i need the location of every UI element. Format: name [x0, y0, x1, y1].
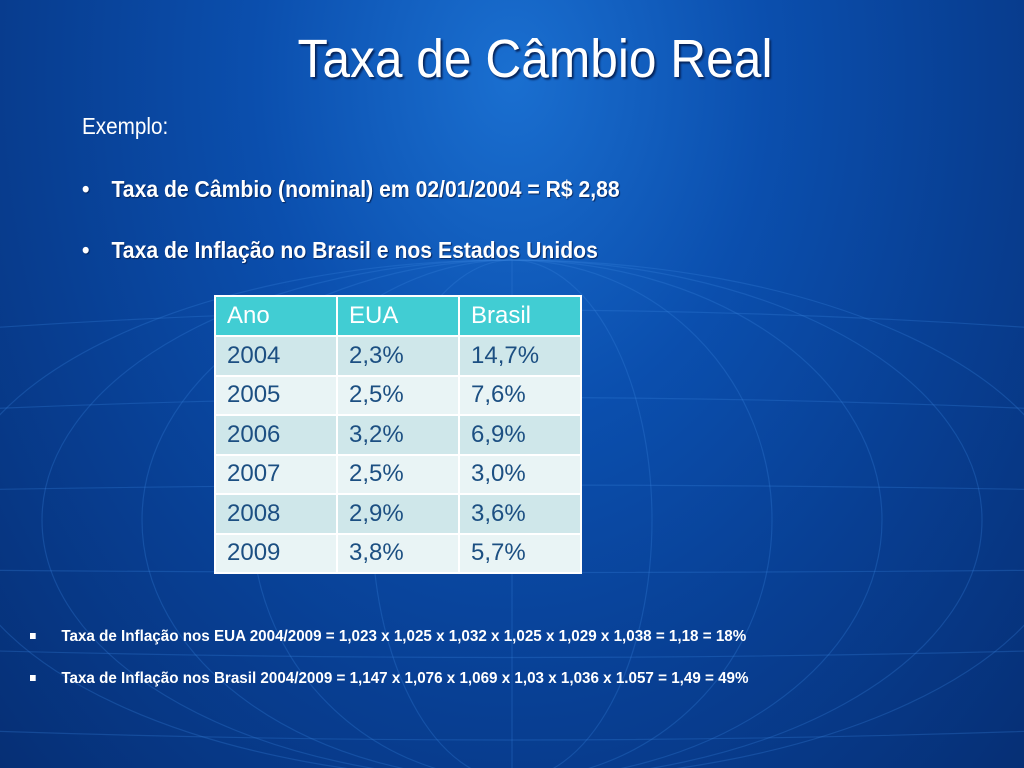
cell-eua: 2,5% [336, 453, 460, 495]
table-row: 2007 2,5% 3,0% [214, 453, 582, 495]
example-label: Exemplo: [82, 113, 169, 139]
bullet-text: Taxa de Inflação no Brasil e nos Estados… [111, 237, 598, 263]
note-text: Taxa de Inflação nos EUA 2004/2009 = 1,0… [61, 628, 747, 645]
table-row: 2009 3,8% 5,7% [214, 532, 582, 574]
cell-year: 2006 [214, 414, 338, 456]
cell-brasil: 3,0% [458, 453, 582, 495]
cell-eua: 3,2% [336, 414, 460, 456]
inflation-table: Ano EUA Brasil 2004 2,3% 14,7% 2005 2,5%… [214, 295, 582, 574]
bullet-text: Taxa de Câmbio (nominal) em 02/01/2004 =… [111, 176, 620, 202]
table-row: 2005 2,5% 7,6% [214, 374, 582, 416]
cell-brasil: 6,9% [458, 414, 582, 456]
slide-title: Taxa de Câmbio Real [297, 29, 773, 89]
cell-eua: 2,5% [336, 374, 460, 416]
cell-year: 2007 [214, 453, 338, 495]
table-row: 2004 2,3% 14,7% [214, 335, 582, 377]
cell-year: 2008 [214, 493, 338, 535]
cell-brasil: 7,6% [458, 374, 582, 416]
bullet-exchange-rate: • Taxa de Câmbio (nominal) em 02/01/2004 … [82, 176, 620, 203]
cell-year: 2005 [214, 374, 338, 416]
header-ano: Ano [214, 295, 338, 337]
table-row: 2006 3,2% 6,9% [214, 414, 582, 456]
bullet-dot-icon: • [82, 176, 90, 202]
cell-brasil: 5,7% [458, 532, 582, 574]
cell-eua: 2,9% [336, 493, 460, 535]
table-header-row: Ano EUA Brasil [214, 295, 582, 337]
square-bullet-icon [30, 674, 36, 681]
note-text: Taxa de Inflação nos Brasil 2004/2009 = … [61, 670, 749, 687]
note-inflation-brasil: Taxa de Inflação nos Brasil 2004/2009 = … [30, 670, 749, 688]
cell-brasil: 3,6% [458, 493, 582, 535]
cell-year: 2004 [214, 335, 338, 377]
cell-eua: 3,8% [336, 532, 460, 574]
header-eua: EUA [336, 295, 460, 337]
table-row: 2008 2,9% 3,6% [214, 493, 582, 535]
note-inflation-eua: Taxa de Inflação nos EUA 2004/2009 = 1,0… [30, 628, 746, 646]
square-bullet-icon [30, 632, 36, 639]
cell-year: 2009 [214, 532, 338, 574]
cell-brasil: 14,7% [458, 335, 582, 377]
header-brasil: Brasil [458, 295, 582, 337]
cell-eua: 2,3% [336, 335, 460, 377]
bullet-inflation: • Taxa de Inflação no Brasil e nos Estado… [82, 237, 598, 264]
bullet-dot-icon: • [82, 237, 90, 263]
